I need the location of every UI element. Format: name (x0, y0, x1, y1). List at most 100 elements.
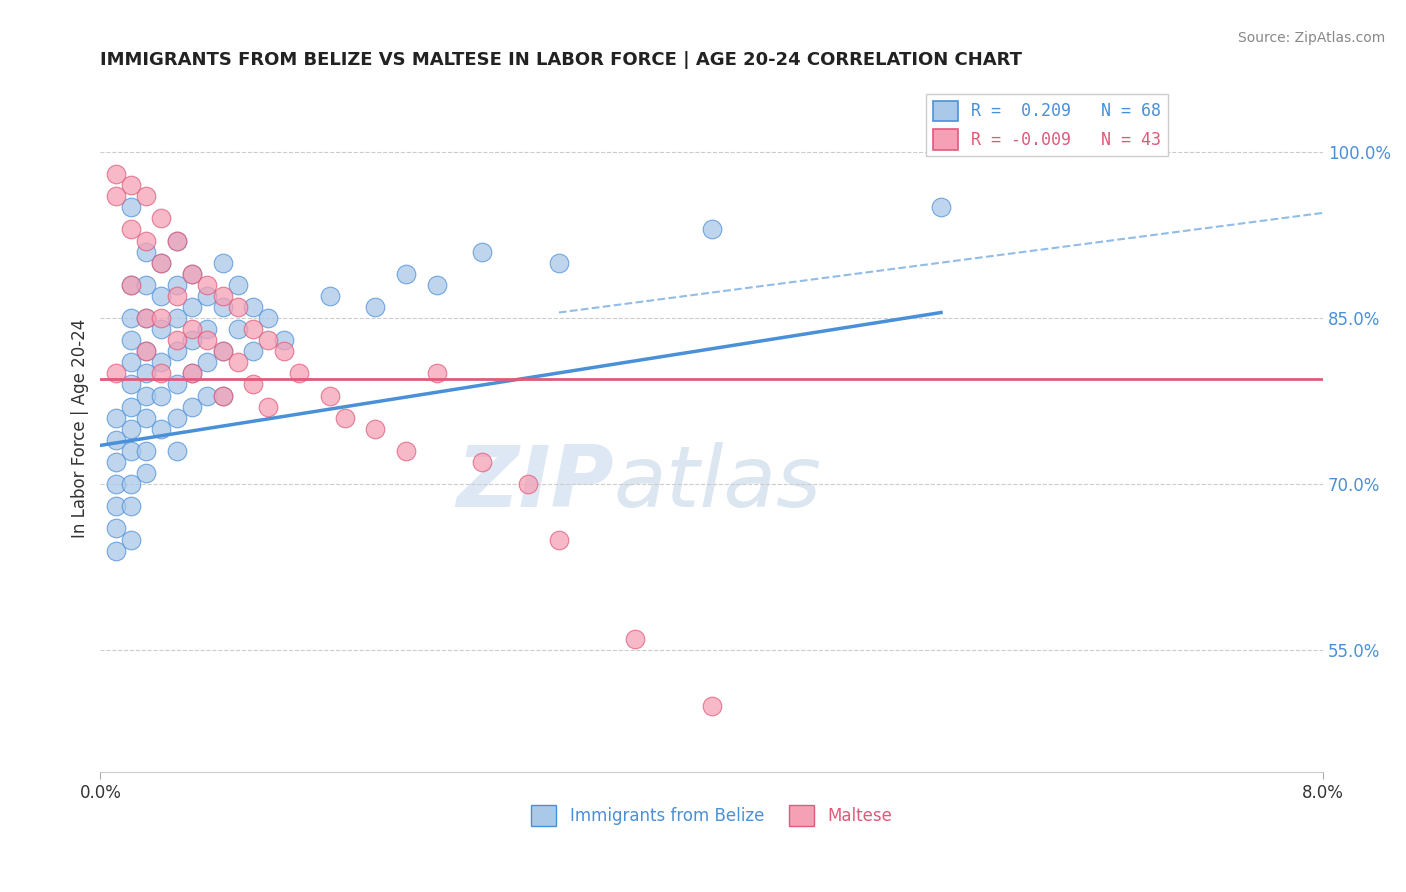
Point (135, 344, 157, 359)
Point (135, 344, 157, 359)
Point (195, 277, 218, 292)
Point (104, 433, 127, 447)
Point (242, 377, 264, 392)
Point (700, 222, 723, 236)
Point (135, 189, 157, 203)
Point (181, 267, 204, 281)
Point (548, 533, 571, 547)
Point (120, 500, 142, 514)
Point (150, 211, 173, 226)
Point (120, 178, 142, 193)
Text: ZIP: ZIP (457, 442, 614, 525)
Point (135, 234, 157, 248)
Point (166, 277, 188, 292)
Point (166, 333, 188, 347)
Point (104, 410, 127, 425)
Legend: Immigrants from Belize, Maltese: Immigrants from Belize, Maltese (524, 798, 898, 832)
Point (104, 189, 127, 203)
Text: IMMIGRANTS FROM BELIZE VS MALTESE IN LABOR FORCE | AGE 20-24 CORRELATION CHART: IMMIGRANTS FROM BELIZE VS MALTESE IN LAB… (100, 51, 1022, 69)
Point (135, 277, 157, 292)
Point (426, 277, 449, 292)
Point (181, 267, 204, 281)
Point (242, 344, 264, 359)
Point (548, 255, 571, 269)
Point (195, 333, 218, 347)
Point (273, 344, 295, 359)
Point (288, 367, 311, 381)
Point (120, 477, 142, 491)
Point (471, 244, 494, 259)
Point (624, 632, 647, 647)
Point (120, 311, 142, 326)
Point (166, 444, 188, 458)
Point (120, 377, 142, 392)
Point (166, 234, 188, 248)
Point (135, 311, 157, 326)
Point (333, 410, 356, 425)
Point (104, 543, 127, 558)
Point (120, 533, 142, 547)
Point (426, 367, 449, 381)
Point (150, 388, 173, 402)
Point (195, 355, 218, 369)
Point (104, 500, 127, 514)
Point (104, 521, 127, 535)
Point (181, 400, 204, 414)
Point (150, 355, 173, 369)
Point (150, 367, 173, 381)
Point (150, 255, 173, 269)
Point (395, 444, 418, 458)
Point (211, 255, 233, 269)
Point (135, 388, 157, 402)
Point (195, 388, 218, 402)
Point (135, 444, 157, 458)
Point (181, 333, 204, 347)
Point (150, 422, 173, 436)
Y-axis label: In Labor Force | Age 20-24: In Labor Force | Age 20-24 (72, 319, 89, 539)
Point (211, 344, 233, 359)
Point (211, 289, 233, 303)
Point (120, 444, 142, 458)
Text: atlas: atlas (614, 442, 823, 525)
Point (181, 367, 204, 381)
Point (471, 455, 494, 469)
Point (120, 200, 142, 214)
Point (120, 222, 142, 236)
Point (929, 200, 952, 214)
Point (257, 400, 280, 414)
Point (120, 400, 142, 414)
Point (257, 311, 280, 326)
Point (211, 388, 233, 402)
Point (242, 300, 264, 314)
Point (181, 322, 204, 336)
Point (135, 367, 157, 381)
Point (150, 322, 173, 336)
Point (226, 277, 249, 292)
Point (104, 367, 127, 381)
Point (166, 289, 188, 303)
Point (195, 289, 218, 303)
Point (257, 333, 280, 347)
Point (273, 333, 295, 347)
Point (135, 410, 157, 425)
Point (166, 344, 188, 359)
Point (242, 322, 264, 336)
Point (211, 388, 233, 402)
Point (166, 311, 188, 326)
Point (120, 333, 142, 347)
Point (120, 277, 142, 292)
Point (364, 300, 387, 314)
Point (135, 466, 157, 480)
Point (211, 344, 233, 359)
Point (364, 422, 387, 436)
Point (150, 311, 173, 326)
Point (120, 422, 142, 436)
Point (181, 300, 204, 314)
Point (226, 322, 249, 336)
Point (700, 698, 723, 713)
Point (150, 289, 173, 303)
Point (166, 377, 188, 392)
Point (318, 289, 340, 303)
Point (104, 455, 127, 469)
Point (166, 234, 188, 248)
